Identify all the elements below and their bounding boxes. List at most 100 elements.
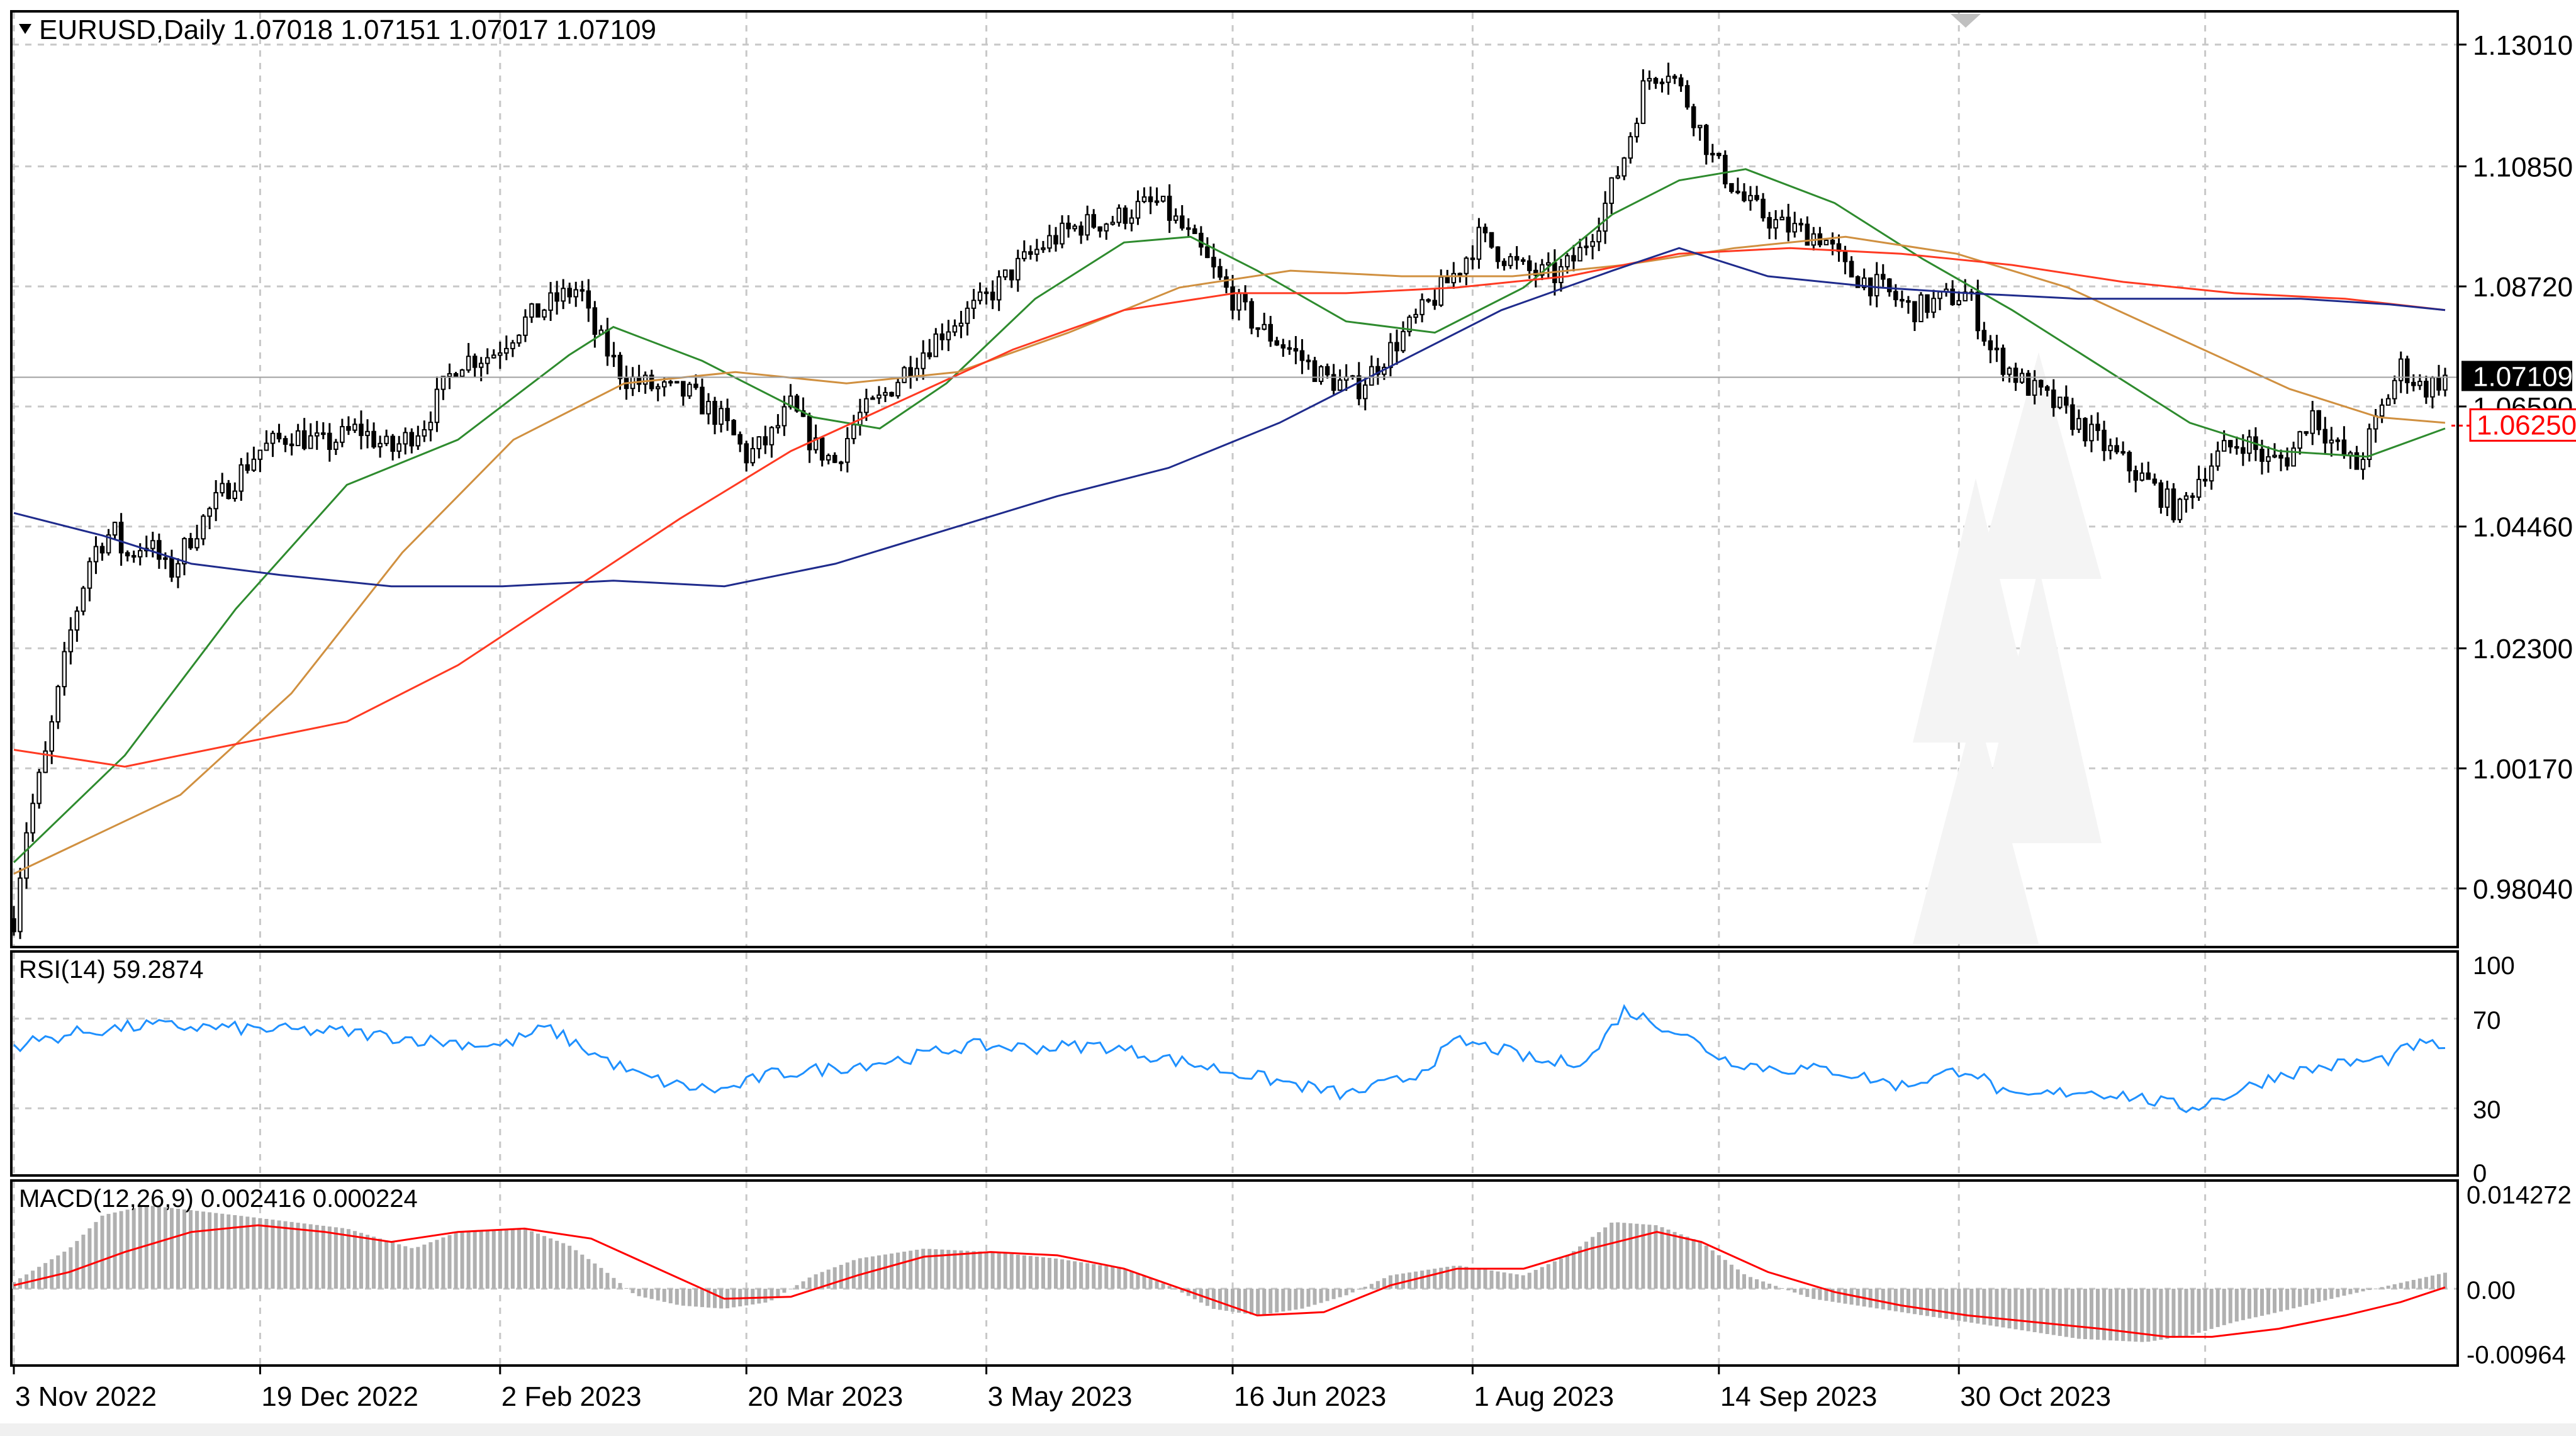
macd-histogram-bar [972, 1251, 976, 1289]
shift-marker-icon [1951, 14, 1981, 28]
candle-body [1647, 77, 1652, 82]
candle-body [1135, 201, 1141, 219]
macd-histogram-bar [1874, 1288, 1879, 1309]
macd-histogram-bar [428, 1242, 433, 1289]
macd-histogram-bar [2386, 1286, 2390, 1289]
macd-histogram-bar [618, 1282, 622, 1289]
candle-body [561, 288, 566, 302]
candle-body [1779, 216, 1784, 221]
candle-body [283, 438, 288, 445]
candle-body [933, 333, 939, 357]
macd-histogram-bar [321, 1225, 325, 1289]
macd-histogram-bar [1818, 1288, 1822, 1300]
macd-histogram-bar [163, 1207, 167, 1289]
macd-histogram-bar [69, 1247, 73, 1289]
candle-body [484, 357, 490, 364]
candle-body [2114, 445, 2119, 452]
candle-body [1754, 194, 1759, 200]
candle-body [1167, 196, 1172, 221]
macd-histogram-bar [2260, 1288, 2264, 1316]
candle-body [1526, 260, 1532, 271]
candle-body [1186, 227, 1191, 230]
macd-histogram-bar [1350, 1288, 1355, 1293]
macd-histogram-bar [1849, 1288, 1854, 1305]
candle-body [1211, 257, 1216, 267]
candle-body [1590, 241, 1595, 247]
candle-body [2272, 454, 2277, 457]
candle-body [1464, 257, 1469, 274]
candle-body [2436, 377, 2441, 391]
x-tick-label: 3 May 2023 [988, 1381, 1133, 1412]
candle-body [182, 537, 187, 564]
macd-histogram-bar [1799, 1288, 1803, 1295]
macd-histogram-bar [1938, 1288, 1942, 1318]
macd-histogram-bar [751, 1288, 755, 1305]
macd-histogram-bar [1565, 1255, 1569, 1289]
y-tick-label: 1.13010 [2473, 30, 2573, 61]
macd-histogram-bar [2007, 1288, 2012, 1328]
macd-histogram-bar [2146, 1288, 2151, 1342]
macd-histogram-bar [87, 1228, 92, 1289]
candle-body [1533, 269, 1538, 276]
macd-histogram-bar [491, 1230, 496, 1289]
macd-histogram-bar [1287, 1288, 1292, 1311]
macd-histogram-bar [561, 1243, 566, 1289]
candle-body [99, 546, 105, 554]
rsi-tick-label: 30 [2473, 1096, 2501, 1124]
candle-body [2108, 445, 2113, 451]
rsi-panel [10, 950, 2459, 1177]
macd-histogram-bar [776, 1288, 780, 1297]
macd-histogram-bar [2304, 1288, 2309, 1306]
macd-histogram-bar [2380, 1287, 2384, 1289]
macd-histogram-bar [555, 1240, 559, 1289]
candle-body [1881, 274, 1886, 280]
candle-body [18, 877, 23, 933]
candle-body [49, 721, 54, 752]
macd-histogram-bar [1338, 1288, 1342, 1298]
candle-body [1956, 300, 1961, 305]
macd-histogram-bar [94, 1221, 98, 1289]
macd-histogram-bar [2323, 1288, 2327, 1301]
moving-average-line-1 [13, 168, 2446, 863]
macd-histogram-bar [2020, 1288, 2024, 1330]
macd-histogram-bar [466, 1231, 471, 1289]
candle-body [744, 443, 749, 464]
candle-body [687, 383, 692, 397]
macd-histogram-bar [447, 1235, 452, 1289]
candle-body [1470, 257, 1476, 261]
candle-body [1356, 375, 1362, 400]
x-tick-label: 30 Oct 2023 [1960, 1381, 2111, 1412]
macd-histogram-bar [258, 1218, 262, 1289]
macd-histogram-bar [1489, 1271, 1494, 1289]
macd-histogram-bar [1508, 1273, 1513, 1289]
candle-body [1735, 191, 1740, 194]
candle-body [1861, 277, 1867, 288]
macd-histogram-bar [536, 1233, 540, 1289]
candle-body [781, 406, 787, 427]
candle-body [706, 401, 711, 415]
candle-body [851, 424, 856, 440]
candle-body [1173, 215, 1179, 221]
candle-body [1116, 207, 1122, 223]
candle-body [440, 376, 446, 390]
candle-body [2051, 389, 2056, 408]
candle-body [428, 422, 434, 430]
macd-histogram-bar [245, 1216, 250, 1289]
candle-body [2417, 381, 2422, 386]
candle-body [1060, 222, 1065, 245]
candle-body [731, 420, 736, 435]
macd-histogram-bar [1774, 1286, 1778, 1289]
macd-histogram-bar [1918, 1288, 1923, 1315]
candle-body [2196, 478, 2202, 498]
candle-body [1584, 245, 1589, 249]
macd-tick-label: 0.00 [2467, 1277, 2516, 1304]
candle-body [112, 522, 118, 536]
macd-histogram-bar [75, 1241, 79, 1289]
candle-body [1249, 301, 1254, 329]
macd-histogram-bar [1256, 1288, 1260, 1316]
candle-body [1615, 175, 1620, 179]
macd-histogram-bar [2266, 1288, 2270, 1315]
macd-histogram-bar [2070, 1288, 2075, 1338]
candle-body [2177, 498, 2183, 520]
candle-body [939, 333, 945, 340]
